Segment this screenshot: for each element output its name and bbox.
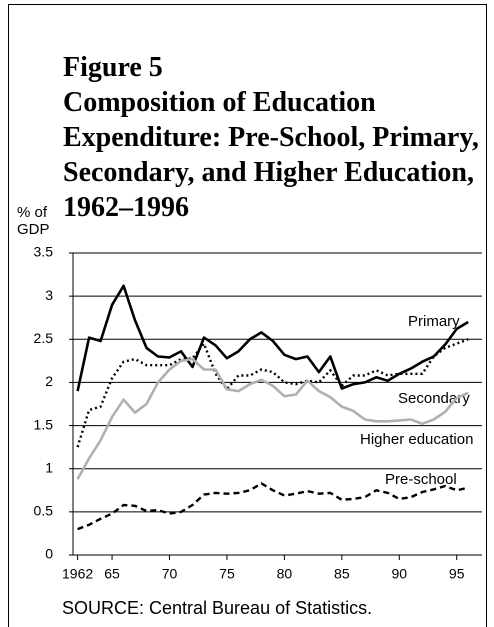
series-line bbox=[76, 357, 469, 480]
series-line bbox=[76, 284, 469, 392]
series-label: Pre-school bbox=[385, 471, 457, 488]
source-note: SOURCE: Central Bureau of Statistics. bbox=[62, 598, 373, 618]
series-label: Secondary bbox=[398, 390, 470, 407]
frame bbox=[8, 4, 487, 627]
series-line bbox=[77, 482, 469, 531]
y-tick-label: 2.5 bbox=[34, 330, 54, 346]
title-block: Figure 5 Composition of Education Expend… bbox=[63, 50, 483, 225]
x-tick-label: 70 bbox=[162, 566, 178, 582]
series-label: Higher education bbox=[360, 431, 473, 448]
y-tick-label: 3 bbox=[45, 287, 53, 303]
chart-title: Figure 5 bbox=[63, 52, 163, 83]
x-tick-label: 80 bbox=[277, 566, 293, 582]
y-tick-label: 0.5 bbox=[34, 503, 54, 519]
y-tick-label: 2 bbox=[45, 373, 53, 389]
y-tick-label: 1 bbox=[45, 459, 53, 475]
y-tick-label: 1.5 bbox=[34, 416, 54, 432]
x-tick-label: 1962 bbox=[62, 566, 93, 582]
y-axis-label: % of GDP bbox=[17, 204, 50, 238]
series-line bbox=[76, 338, 469, 448]
y-tick-label: 3.5 bbox=[34, 244, 54, 260]
x-tick-label: 65 bbox=[104, 566, 120, 582]
series-label: Primary bbox=[408, 313, 460, 330]
x-tick-label: 90 bbox=[391, 566, 407, 582]
y-tick-label: 0 bbox=[45, 546, 53, 562]
x-tick-label: 85 bbox=[334, 566, 350, 582]
x-tick-label: 75 bbox=[219, 566, 235, 582]
x-tick-label: 95 bbox=[449, 566, 465, 582]
chart-subtitle: Composition of Education Expenditure: Pr… bbox=[63, 87, 479, 223]
